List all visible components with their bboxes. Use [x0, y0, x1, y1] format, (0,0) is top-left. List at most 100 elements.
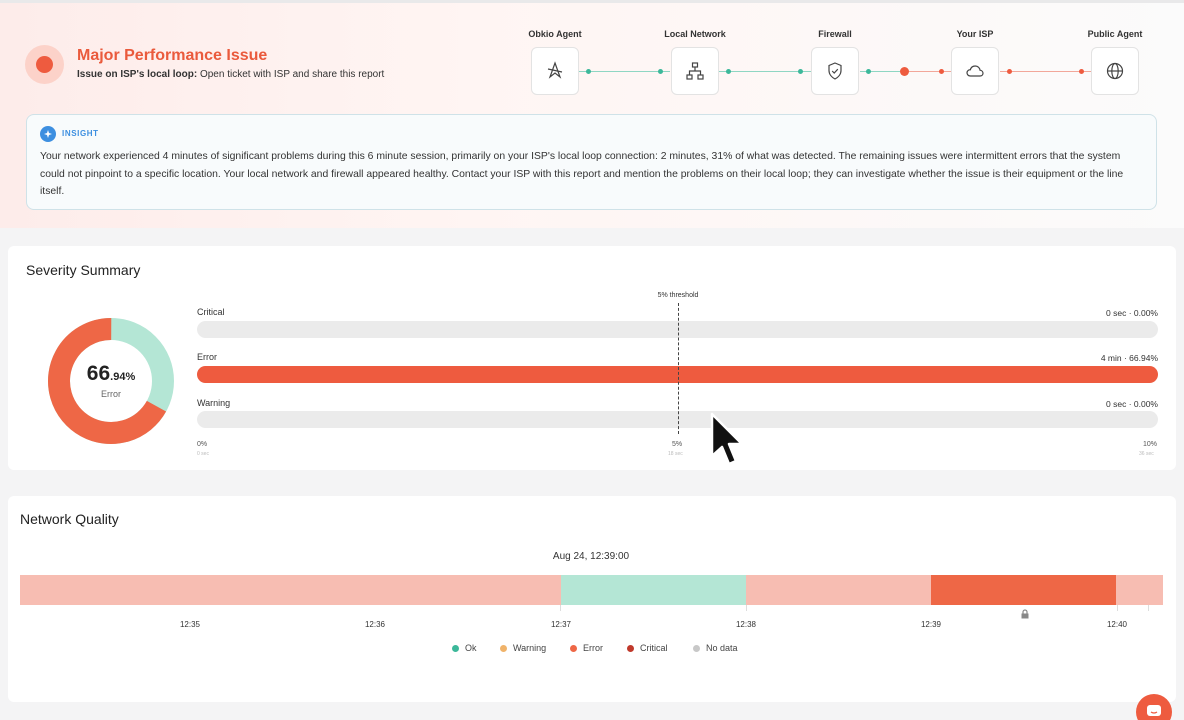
- time-label: 12:39: [920, 620, 942, 629]
- timeline-tick: [560, 605, 561, 611]
- link-dot: [866, 69, 871, 74]
- donut-center-value: 66.94%: [43, 362, 179, 386]
- issue-subtitle-bold: Issue on ISP's local loop:: [77, 69, 198, 80]
- lock-icon[interactable]: [1020, 609, 1030, 619]
- time-label: 12:37: [550, 620, 572, 629]
- link-dot: [658, 69, 663, 74]
- bar-value-error: 4 min · 66.94%: [1100, 353, 1158, 363]
- timeline-tick: [1117, 605, 1118, 611]
- node-your-isp[interactable]: [951, 47, 999, 95]
- legend-label-warning: Warning: [513, 643, 547, 653]
- node-public-agent[interactable]: [1091, 47, 1139, 95]
- insight-icon: [40, 126, 56, 142]
- bar-track-critical: [197, 321, 1158, 338]
- donut-value-decimal: .94: [110, 371, 126, 383]
- threshold-label: 5% threshold: [657, 292, 699, 299]
- shield-icon: [828, 62, 842, 80]
- time-label: 12:38: [735, 620, 757, 629]
- link-dot: [726, 69, 731, 74]
- donut-label: Error: [101, 389, 121, 399]
- issue-subtitle-rest: Open ticket with ISP and share this repo…: [197, 69, 385, 80]
- bar-track-error: [197, 366, 1158, 383]
- timeline-timestamp: Aug 24, 12:39:00: [552, 551, 630, 562]
- legend-warning[interactable]: Warning: [500, 643, 546, 653]
- node-obkio-agent[interactable]: [531, 47, 579, 95]
- insight-text: Your network experienced 4 minutes of si…: [40, 151, 1124, 197]
- legend-dot-error: [570, 644, 577, 652]
- path-label-firewall: Firewall: [818, 29, 852, 39]
- globe-icon: [1106, 62, 1124, 80]
- mouse-cursor-icon: [710, 412, 744, 466]
- insight-label: INSIGHT: [62, 129, 99, 138]
- link-isp-public: [1000, 71, 1091, 72]
- legend-error[interactable]: Error: [570, 643, 603, 653]
- link-firewall-isp-b: [909, 71, 951, 72]
- legend-label-no-data: No data: [706, 643, 738, 653]
- legend-dot-critical: [627, 644, 634, 652]
- issue-title: Major Performance Issue: [77, 47, 268, 64]
- network-quality-title: Network Quality: [20, 511, 119, 527]
- bar-track-warning: [197, 411, 1158, 428]
- bar-label-warning: Warning: [197, 398, 231, 408]
- quality-timeline[interactable]: [20, 575, 1163, 605]
- legend-no-data[interactable]: No data: [693, 643, 738, 653]
- link-firewall-isp-a: [860, 71, 900, 72]
- path-label-local-network: Local Network: [664, 29, 726, 39]
- time-label: 12:40: [1106, 620, 1128, 629]
- node-local-network[interactable]: [671, 47, 719, 95]
- link-dot: [586, 69, 591, 74]
- legend-critical[interactable]: Critical: [627, 643, 668, 653]
- donut-value-main: 66: [86, 362, 111, 385]
- timeline-tick: [746, 605, 747, 611]
- link-dot: [1007, 69, 1012, 74]
- issue-subtitle: Issue on ISP's local loop: Open ticket w…: [77, 69, 384, 80]
- legend-dot-ok: [452, 644, 459, 652]
- legend-label-ok: Ok: [465, 643, 477, 653]
- legend-label-critical: Critical: [640, 643, 668, 653]
- timeline-segment[interactable]: [931, 575, 1116, 605]
- threshold-line: [678, 303, 679, 434]
- legend-label-error: Error: [583, 643, 603, 653]
- bar-fill-error: [197, 366, 1158, 383]
- tick-label-5: 5%: [672, 441, 683, 448]
- link-dot: [939, 69, 944, 74]
- severity-summary-card: [8, 246, 1176, 470]
- path-label-your-isp: Your ISP: [956, 29, 994, 39]
- path-label-public-agent: Public Agent: [1087, 29, 1143, 39]
- agent-icon: [547, 61, 563, 79]
- timeline-segment[interactable]: [746, 575, 931, 605]
- timeline-tick: [1148, 605, 1149, 611]
- legend-dot-warning: [500, 644, 507, 652]
- top-strip: [0, 0, 1184, 3]
- link-network-firewall: [719, 71, 811, 72]
- bar-value-critical: 0 sec · 0.00%: [1106, 308, 1158, 318]
- legend-ok[interactable]: Ok: [452, 643, 477, 653]
- issue-location-marker: [900, 67, 909, 76]
- status-indicator-dot: [36, 56, 53, 73]
- legend-dot-no-data: [693, 644, 700, 652]
- severity-summary-title: Severity Summary: [26, 262, 141, 278]
- chat-button[interactable]: [1136, 694, 1172, 720]
- tick-sub-10: 36 sec: [1139, 451, 1154, 457]
- path-label-obkio-agent: Obkio Agent: [528, 29, 582, 39]
- severity-donut: [48, 318, 174, 444]
- link-agent-network: [579, 71, 670, 72]
- link-dot: [1079, 69, 1084, 74]
- tick-sub-5: 18 sec: [668, 451, 683, 457]
- timeline-segment[interactable]: [561, 575, 746, 605]
- timeline-segment[interactable]: [1116, 575, 1163, 605]
- insight-box: INSIGHT Your network experienced 4 minut…: [26, 114, 1157, 210]
- tick-label-0: 0%: [197, 441, 208, 448]
- node-firewall[interactable]: [811, 47, 859, 95]
- timeline-segment[interactable]: [20, 575, 561, 605]
- donut-value-unit: %: [125, 371, 136, 383]
- bar-label-error: Error: [197, 352, 217, 362]
- bar-label-critical: Critical: [197, 307, 225, 317]
- link-dot: [798, 69, 803, 74]
- cloud-icon: [966, 65, 984, 77]
- bar-value-warning: 0 sec · 0.00%: [1106, 399, 1158, 409]
- time-label: 12:36: [364, 620, 386, 629]
- network-icon: [686, 62, 704, 80]
- chat-icon: [1147, 705, 1161, 716]
- tick-sub-0: 0 sec: [197, 451, 209, 457]
